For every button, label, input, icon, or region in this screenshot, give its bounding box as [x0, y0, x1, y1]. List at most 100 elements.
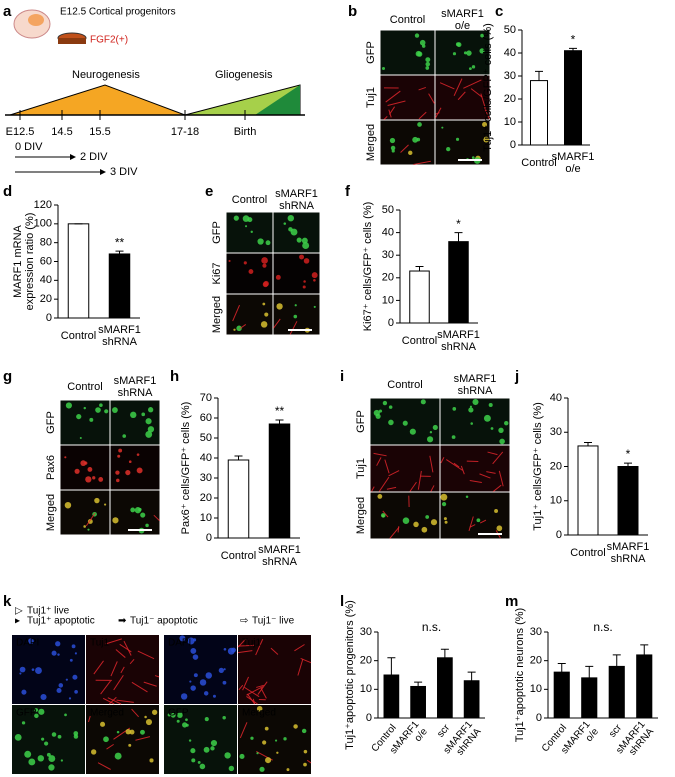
timepoint-label: Birth — [234, 126, 257, 138]
error-bar — [612, 654, 621, 667]
cell — [180, 693, 188, 700]
cell — [426, 436, 434, 443]
cell — [74, 652, 77, 655]
channel-label: Tuj1 — [90, 638, 110, 649]
micrograph — [60, 490, 110, 535]
cell — [197, 760, 201, 764]
cell — [388, 405, 393, 409]
neurite — [135, 736, 151, 741]
neurite — [439, 82, 455, 90]
cell — [471, 156, 475, 159]
cell — [140, 512, 146, 518]
neurite — [492, 451, 504, 465]
neurite — [123, 640, 132, 656]
cell — [112, 407, 118, 413]
column-header: sMARF1 shRNA — [114, 375, 157, 399]
y-tick-label: 10 — [504, 116, 516, 128]
neurite — [237, 650, 253, 654]
cell — [83, 525, 86, 528]
neurite — [418, 111, 427, 120]
cell — [488, 403, 493, 408]
neurite — [460, 465, 465, 475]
cell — [190, 648, 197, 654]
neurite — [417, 470, 422, 490]
cell — [79, 436, 82, 440]
cell — [245, 225, 248, 228]
bar — [268, 423, 291, 539]
cell — [441, 126, 444, 129]
y-tick-label: 0 — [536, 712, 542, 724]
cell — [302, 242, 310, 250]
neurite — [113, 674, 124, 691]
cell — [499, 438, 505, 445]
cell — [471, 65, 476, 69]
cell — [31, 668, 35, 671]
micrograph — [380, 30, 435, 75]
neurite — [371, 486, 375, 492]
neurite — [115, 649, 126, 658]
cell — [71, 644, 76, 649]
y-tick-label: 10 — [550, 495, 562, 507]
cell — [440, 493, 448, 501]
neurite — [116, 699, 134, 703]
neurite — [137, 650, 155, 660]
error-bar — [440, 648, 449, 658]
row-label: GFP — [365, 41, 377, 64]
x-tick-label: Control — [521, 157, 556, 169]
neurite — [131, 708, 139, 718]
bar — [608, 665, 625, 719]
y-tick-label: 20 — [550, 460, 562, 472]
cell — [34, 708, 39, 712]
micrograph — [370, 492, 440, 539]
row-label: Tuj1 — [365, 87, 377, 108]
cell — [303, 258, 310, 264]
cell — [57, 653, 60, 656]
cell — [73, 734, 79, 739]
neurite — [453, 78, 463, 97]
cell — [19, 666, 26, 673]
cell — [425, 61, 431, 67]
error-bar — [234, 455, 243, 460]
neurite — [97, 762, 111, 770]
cell — [112, 517, 119, 524]
y-tick-label: 20 — [200, 492, 212, 504]
bar — [227, 459, 250, 539]
bar — [564, 50, 582, 146]
timepoint-label: 17-18 — [171, 126, 199, 138]
timepoint-label: 14.5 — [51, 126, 72, 138]
cell — [151, 709, 158, 715]
cell — [147, 426, 155, 433]
cell — [261, 257, 268, 264]
cell — [190, 748, 196, 754]
cell — [256, 752, 259, 755]
panel-label: i — [340, 368, 344, 385]
legend-marker: ▷ — [15, 606, 23, 617]
neurite — [418, 86, 427, 91]
y-tick-label: 20 — [504, 93, 516, 105]
cell — [100, 721, 106, 727]
neurite — [102, 697, 115, 705]
neurite — [239, 324, 247, 330]
channel-label: DAPI — [16, 638, 39, 649]
cell — [417, 122, 422, 127]
cell — [148, 407, 154, 413]
cell — [451, 435, 456, 439]
neurite — [487, 451, 498, 456]
phase-label: Neurogenesis — [72, 69, 140, 81]
micrograph — [440, 398, 510, 445]
neurite — [383, 115, 388, 120]
neurite — [468, 516, 474, 532]
cell — [103, 503, 107, 506]
panel-label: g — [3, 368, 12, 385]
y-tick-label: 40 — [550, 392, 562, 404]
cell — [210, 746, 215, 751]
cell — [463, 51, 467, 55]
annotation: n.s. — [593, 620, 612, 634]
cell — [429, 431, 433, 434]
cell — [274, 739, 278, 742]
bar — [108, 253, 131, 319]
cell — [51, 732, 57, 737]
scale-bar — [128, 529, 152, 531]
neurite — [498, 470, 504, 487]
